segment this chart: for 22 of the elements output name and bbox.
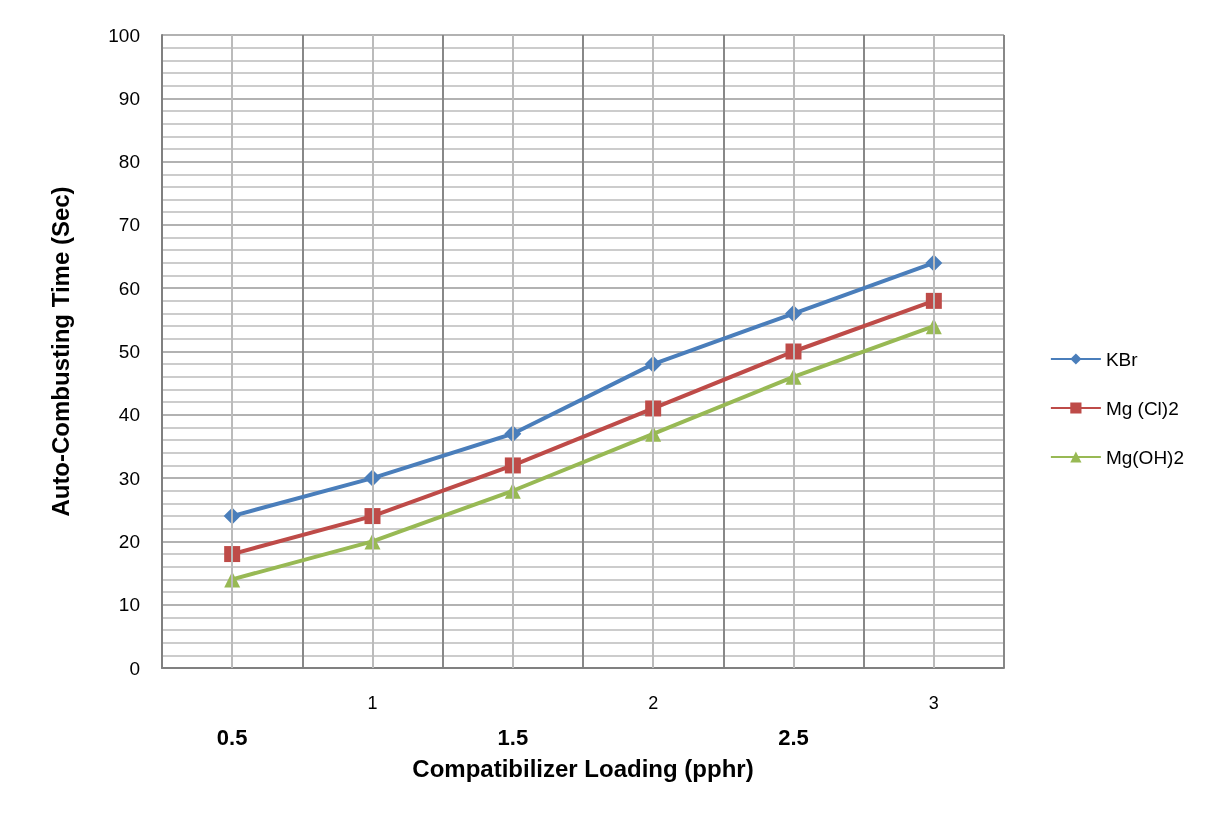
y-tick-label: 80 (118, 151, 140, 173)
y-tick-label: 40 (118, 404, 140, 426)
x-tick-label: 0.5 (216, 724, 248, 750)
legend-label: KBr (1105, 348, 1139, 370)
y-tick-label: 60 (118, 277, 140, 299)
x-tick-label: 3 (928, 693, 939, 713)
y-tick-label: 50 (118, 341, 140, 362)
x-tick-label: 1.5 (497, 724, 529, 750)
y-tick-label: 100 (108, 24, 140, 46)
x-tick-label: 2 (648, 693, 659, 713)
legend-label: Mg (Cl)2 (1105, 397, 1179, 419)
legend-label: Mg(OH)2 (1105, 446, 1185, 468)
x-axis-title: Compatibilizer Loading (pphr) (412, 754, 754, 782)
x-tick-label: 1 (367, 693, 378, 713)
y-tick-label: 0 (129, 657, 140, 679)
y-axis-title: Auto-Combusting Time (Sec) (46, 186, 74, 517)
y-tick-label: 30 (118, 467, 140, 489)
y-tick-label: 20 (118, 530, 140, 552)
y-tick-label: 70 (118, 214, 140, 236)
y-tick-label: 10 (118, 594, 140, 616)
x-tick-label: 2.5 (778, 724, 809, 750)
y-tick-label: 90 (118, 87, 140, 109)
